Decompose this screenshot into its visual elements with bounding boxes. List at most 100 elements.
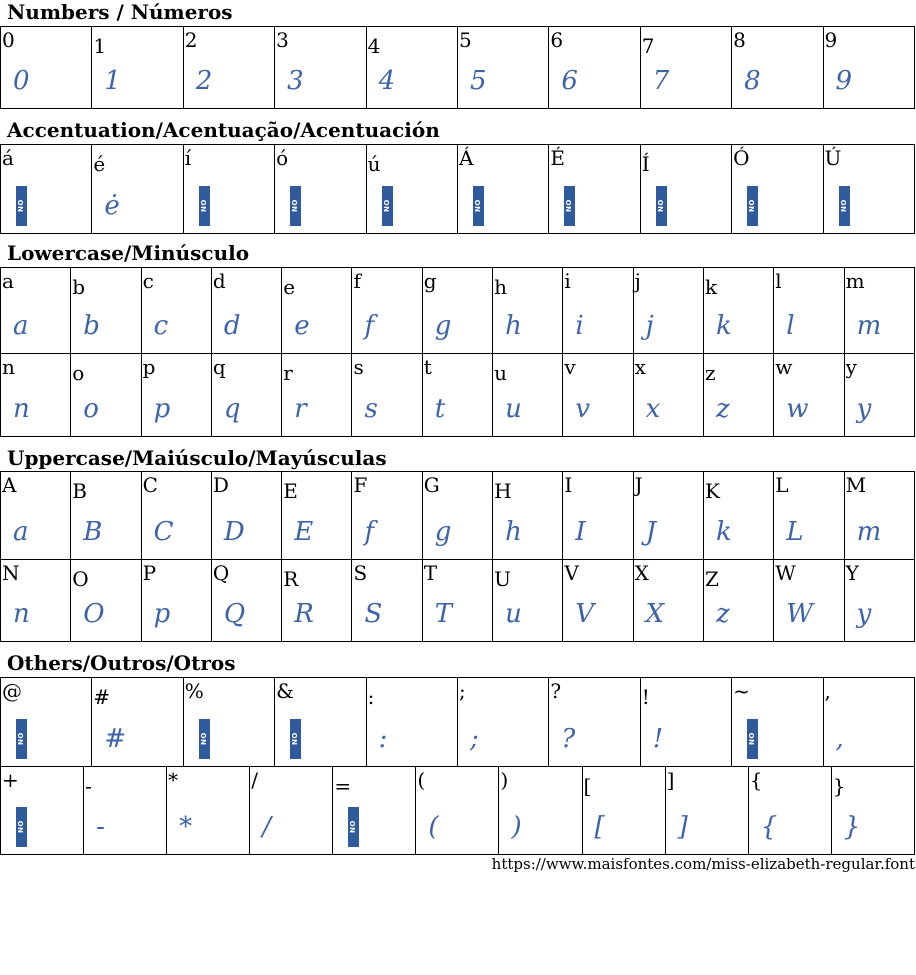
character-label: Á bbox=[458, 146, 474, 170]
font-glyph-sample: z bbox=[715, 394, 730, 424]
character-label: g bbox=[423, 269, 437, 293]
character-label: q bbox=[212, 355, 226, 379]
character-label: í bbox=[184, 146, 192, 170]
character-label: Í bbox=[641, 152, 650, 176]
glyph-cell: ?? bbox=[548, 677, 641, 767]
glyph-cell: Ó NO GLYPH bbox=[731, 144, 824, 234]
character-label: 2 bbox=[184, 28, 198, 52]
no-glyph-icon: NO GLYPH bbox=[564, 186, 584, 226]
glyph-cell: ~ NO GLYPH bbox=[731, 677, 824, 767]
character-label: * bbox=[168, 768, 179, 792]
character-label: h bbox=[494, 275, 507, 299]
font-glyph-sample: l bbox=[786, 311, 795, 341]
font-glyph-sample: 9 bbox=[835, 66, 853, 96]
font-glyph-sample: - bbox=[96, 812, 105, 842]
glyph-cell: % NO GLYPH bbox=[182, 677, 276, 767]
font-glyph-sample: / bbox=[262, 812, 271, 842]
character-label: V bbox=[564, 561, 579, 585]
font-glyph-sample: ? bbox=[561, 724, 576, 754]
section-title: Numbers / Números bbox=[7, 0, 233, 24]
glyph-cell: (( bbox=[415, 766, 500, 855]
character-label: t bbox=[423, 355, 432, 379]
font-glyph-sample: { bbox=[760, 812, 778, 842]
font-glyph-sample: ( bbox=[428, 812, 439, 842]
glyph-cell: í NO GLYPH bbox=[182, 144, 276, 234]
character-label: 9 bbox=[824, 28, 838, 52]
font-glyph-sample: : bbox=[378, 724, 388, 754]
character-label: R bbox=[283, 567, 299, 591]
glyph-cell: @ NO GLYPH bbox=[0, 677, 93, 767]
character-label: l bbox=[775, 269, 782, 293]
character-label: / bbox=[251, 768, 258, 792]
font-glyph-sample: c bbox=[153, 311, 169, 341]
character-label: G bbox=[423, 473, 440, 497]
glyph-cell: [[ bbox=[581, 766, 666, 855]
glyph-cell: + NO GLYPH bbox=[0, 766, 85, 855]
font-glyph-sample: D bbox=[223, 517, 245, 547]
character-label: Ó bbox=[733, 146, 750, 170]
font-glyph-sample: ; bbox=[469, 724, 479, 754]
font-glyph-sample: p bbox=[153, 599, 171, 629]
font-glyph-sample: [ bbox=[594, 812, 605, 842]
font-glyph-sample: p bbox=[153, 394, 171, 424]
glyph-cell: É NO GLYPH bbox=[548, 144, 641, 234]
font-glyph-sample: n bbox=[13, 394, 30, 424]
font-glyph-sample: r bbox=[294, 394, 307, 424]
character-label: i bbox=[564, 269, 571, 293]
glyph-cell: Í NO GLYPH bbox=[639, 144, 733, 234]
glyph-cell: * * bbox=[166, 766, 251, 855]
font-glyph-sample: z bbox=[715, 599, 730, 629]
font-glyph-sample: S bbox=[364, 599, 383, 629]
no-glyph-icon: NO GLYPH bbox=[290, 186, 310, 226]
section-title: Lowercase/Minúsculo bbox=[7, 241, 250, 265]
font-glyph-sample: s bbox=[364, 394, 378, 424]
character-label: P bbox=[142, 561, 157, 585]
character-label: r bbox=[283, 361, 293, 385]
glyph-grid-row: á NO GLYPH é ė í NO GLYPH ó NO GLYPH ú NO GLYPH Á N… bbox=[0, 144, 916, 234]
no-glyph-icon: NO GLYPH bbox=[16, 719, 36, 759]
character-label: Ú bbox=[824, 146, 842, 170]
source-url[interactable]: https://www.maisfontes.com/miss-elizabet… bbox=[491, 855, 915, 873]
character-label: Y bbox=[845, 561, 859, 585]
character-label: 5 bbox=[458, 28, 472, 52]
font-glyph-sample: 0 bbox=[13, 66, 30, 96]
font-glyph-sample: y bbox=[856, 394, 872, 424]
font-glyph-sample: } bbox=[843, 812, 861, 842]
character-label: Q bbox=[212, 561, 230, 585]
font-glyph-sample: d bbox=[223, 311, 241, 341]
glyph-cell: / / bbox=[249, 766, 334, 855]
character-label: ] bbox=[666, 768, 675, 792]
font-glyph-sample: v bbox=[575, 394, 591, 424]
no-glyph-icon: NO GLYPH bbox=[381, 186, 402, 226]
character-label: I bbox=[564, 473, 573, 497]
character-label: W bbox=[775, 561, 796, 585]
glyph-cell: ;; bbox=[456, 677, 550, 767]
character-label: A bbox=[2, 473, 17, 497]
font-glyph-sample: h bbox=[505, 311, 522, 341]
